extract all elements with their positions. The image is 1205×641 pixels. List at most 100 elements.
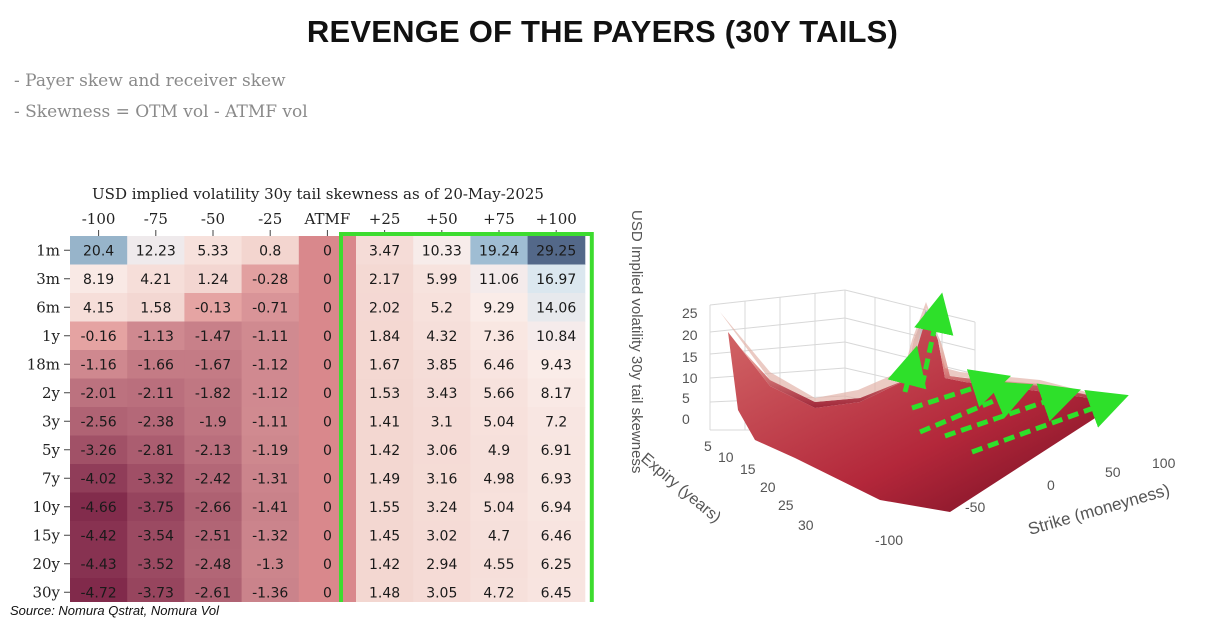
bullet-skewness-definition: - Skewness = OTM vol - ATMF vol [14,102,308,122]
heatmap-cell [127,464,185,493]
heatmap-cell [527,435,586,465]
heatmap-cell-value: 6.46 [541,528,572,544]
heatmap-cell [184,378,243,408]
heatmap-cell-value: -2.51 [195,528,231,544]
heatmap-cell-value: 4.72 [483,585,514,601]
heatmap-cell-value: 9.43 [541,357,572,373]
heatmap-cell-value: 0 [323,243,332,259]
heatmap-cell [356,378,414,408]
y-tick-label: 25 [778,497,794,513]
heatmap-cell-value: -2.13 [195,443,231,459]
heatmap-cell-value: -3.52 [138,557,174,573]
heatmap-cell [298,350,357,379]
heatmap-cell-value: -1.67 [195,357,231,373]
z-axis-label: USD Implied volatility 30y tail skewness [628,210,645,473]
heatmap-cell-value: -1.11 [252,329,288,345]
heatmap-cell-value: 0 [323,329,332,345]
heatmap-cell-value: 3.47 [369,243,400,259]
heatmap-cell [413,321,471,351]
heatmap-cell-value: 1.49 [369,471,400,487]
heatmap-cell [127,378,185,408]
heatmap-cell [184,264,243,294]
heatmap-cell [298,435,357,465]
heatmap-cell-value: -0.71 [252,300,288,316]
heatmap-cell-value: 1.55 [369,500,400,516]
heatmap-cell [184,350,243,379]
heatmap-cell-value: -0.13 [195,300,231,316]
heatmap-cell-value: 2.02 [369,300,400,316]
column-label: -100 [82,210,116,228]
heatmap-cell-value: 6.94 [541,500,572,516]
heatmap-cell [127,521,185,550]
heatmap-cell [70,378,128,408]
heatmap-cell [356,464,414,493]
heatmap-cell [527,264,586,294]
heatmap-cell-value: 0 [323,585,332,601]
heatmap-cell [356,521,414,550]
heatmap-cell [413,492,471,522]
heatmap-cell-value: 4.15 [83,300,114,316]
heatmap-cell [413,435,471,465]
heatmap-cell-value: 4.32 [426,329,457,345]
heatmap-cell [127,236,185,265]
heatmap-cell [298,293,357,322]
heatmap-cell [70,521,128,550]
heatmap-cell-value: 6.25 [541,557,572,573]
heatmap-cell-value: 0 [323,357,332,373]
heatmap-cell-value: 3.02 [426,528,457,544]
bullet-payer-receiver: - Payer skew and receiver skew [14,71,286,91]
heatmap-cell [356,264,414,294]
heatmap-cell [241,549,300,579]
y-tick-label: 20 [760,479,776,495]
heatmap-cell [356,350,414,379]
row-label: 5y [42,441,61,459]
column-label: +75 [483,210,515,228]
heatmap-cell [527,549,586,579]
heatmap-cell-value: 1.42 [369,557,400,573]
heatmap-cell [413,407,471,436]
heatmap-cell [70,264,128,294]
heatmap-cell [241,321,300,351]
heatmap-cell [527,350,586,379]
heatmap-cell-value: 10.33 [422,243,462,259]
heatmap-cell-value: 12.23 [136,243,176,259]
heatmap-cell [70,492,128,522]
y-axis-label: Expiry (years) [637,450,724,526]
heatmap-cell-value: 3.43 [426,386,457,402]
heatmap-cell [527,464,586,493]
heatmap-cell [127,549,185,579]
heatmap-cell-value: 5.04 [483,500,514,516]
heatmap-cell-value: 5.99 [426,272,457,288]
heatmap-cell [127,578,185,602]
heatmap-cell [70,321,128,351]
heatmap-cell-value: 7.2 [545,414,567,430]
heatmap-cell [527,293,586,322]
heatmap-cell [70,293,128,322]
heatmap-cell-value: -3.73 [138,585,174,601]
heatmap-cell [241,264,300,294]
heatmap-cell [356,407,414,436]
heatmap-cell-value: -0.28 [252,272,288,288]
heatmap-cell [470,492,529,522]
y-tick-label: 15 [740,461,756,477]
heatmap-cell-value: 19.24 [479,243,519,259]
heatmap-cell [70,578,128,602]
heatmap-cell-value: 0 [323,528,332,544]
heatmap-cell-value: 1.24 [197,272,228,288]
heatmap-cell [298,378,357,408]
x-tick-label: -50 [965,499,985,515]
heatmap-cell [127,350,185,379]
heatmap-cell-value: 0 [323,386,332,402]
heatmap-cell [127,293,185,322]
heatmap-cell [127,321,185,351]
z-tick-label: 25 [682,305,698,321]
heatmap-cell [298,549,357,579]
heatmap-cell [184,321,243,351]
heatmap-cell-value: -4.66 [80,500,116,516]
heatmap-cell-value: -1.13 [138,329,174,345]
column-label: ATMF [304,210,351,228]
heatmap-cell [470,236,529,265]
heatmap-cell [298,578,357,602]
heatmap-cell [70,549,128,579]
heatmap-cell [470,578,529,602]
